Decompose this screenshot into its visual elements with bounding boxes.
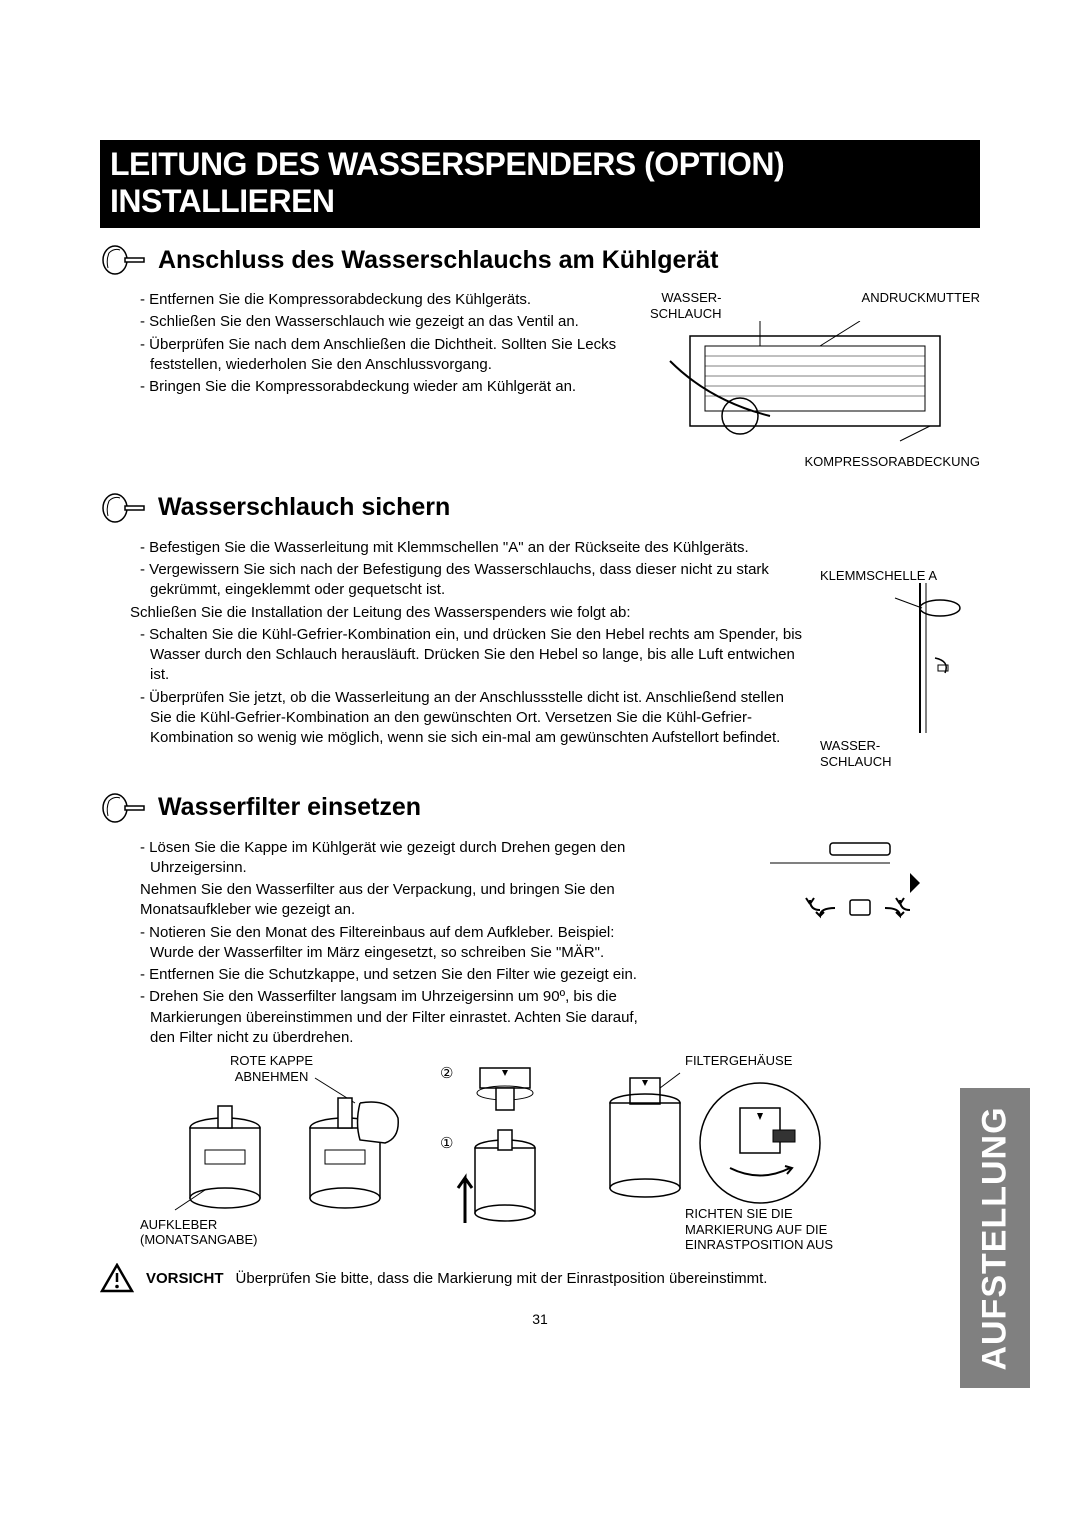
hand-pointing-icon xyxy=(100,240,150,280)
section-wasserfilter: Wasserfilter einsetzen - Lösen Sie die K… xyxy=(100,788,980,1294)
note: Schließen Sie die Installation der Leitu… xyxy=(130,603,805,623)
label-klemmschelle: KLEMMSCHELLE A xyxy=(820,568,980,584)
bullet: - Notieren Sie den Monat des Filtereinba… xyxy=(140,923,660,964)
label-wasserschlauch: WASSER- SCHLAUCH xyxy=(650,290,722,321)
bullet: - Vergewissern Sie sich nach der Befesti… xyxy=(140,560,805,601)
section-title: Wasserschlauch sichern xyxy=(158,493,450,522)
compressor-illustration xyxy=(650,321,980,451)
cap-removal-diagram xyxy=(770,838,970,958)
label-rote-kappe: ROTE KAPPE ABNEHMEN xyxy=(230,1053,313,1084)
bullet: - Befestigen Sie die Wasserleitung mit K… xyxy=(140,538,805,558)
leader-line xyxy=(170,1185,210,1215)
bullet: Nehmen Sie den Wasserfilter aus der Verp… xyxy=(140,880,660,921)
label-filtergehause: FILTERGEHÄUSE xyxy=(685,1053,792,1069)
section-title: Anschluss des Wasserschlauchs am Kühlger… xyxy=(158,246,718,275)
side-tab: AUFSTELLUNG xyxy=(960,1088,1030,1388)
label-aufkleber: AUFKLEBER (MONATSANGABE) xyxy=(140,1217,258,1248)
vorsicht-label: VORSICHT xyxy=(146,1270,224,1287)
label-kompressor: KOMPRESSORABDECKUNG xyxy=(650,454,980,470)
bullet: - Überprüfen Sie nach dem Anschließen di… xyxy=(140,335,630,376)
label-wasserschlauch: WASSER- SCHLAUCH xyxy=(820,738,980,769)
section-anschluss: Anschluss des Wasserschlauchs am Kühlger… xyxy=(100,240,980,470)
page-title-bar: LEITUNG DES WASSERSPENDERS (OPTION) INST… xyxy=(100,140,980,228)
label-andruckmutter: ANDRUCKMUTTER xyxy=(862,290,980,321)
marker-2: ② xyxy=(440,1065,453,1082)
cap-removal-illustration xyxy=(770,838,970,958)
section-title: Wasserfilter einsetzen xyxy=(158,793,421,822)
bullet: - Lösen Sie die Kappe im Kühlgerät wie g… xyxy=(140,838,660,879)
hand-pointing-icon xyxy=(100,788,150,828)
bullet: - Bringen Sie die Kompressorabdeckung wi… xyxy=(140,377,630,397)
bullet: - Entfernen Sie die Kompressorabdeckung … xyxy=(140,290,630,310)
filter-insert-illustration: ② ① xyxy=(430,1058,580,1248)
vorsicht-text: Überprüfen Sie bitte, dass die Markierun… xyxy=(236,1270,768,1287)
bullet: - Überprüfen Sie jetzt, ob die Wasserlei… xyxy=(140,688,805,749)
marker-1: ① xyxy=(440,1135,453,1152)
section2-text: - Befestigen Sie die Wasserleitung mit K… xyxy=(100,538,805,770)
section1-text: - Entfernen Sie die Kompressorabdeckung … xyxy=(100,290,630,470)
side-tab-text: AUFSTELLUNG xyxy=(976,1106,1015,1370)
section3-text: - Lösen Sie die Kappe im Kühlgerät wie g… xyxy=(100,838,660,1049)
bullet: - Schalten Sie die Kühl-Gefrier-Kombinat… xyxy=(140,625,805,686)
vorsicht-row: VORSICHT Überprüfen Sie bitte, dass die … xyxy=(100,1263,980,1293)
clamp-illustration xyxy=(820,583,970,733)
bullet: - Schließen Sie den Wasserschlauch wie g… xyxy=(140,312,630,332)
compressor-diagram: WASSER- SCHLAUCH ANDRUCKMUTTER xyxy=(650,290,980,470)
warning-icon xyxy=(100,1263,134,1293)
hand-pointing-icon xyxy=(100,488,150,528)
page-number: 31 xyxy=(100,1311,980,1327)
filter-diagrams-row: ROTE KAPPE ABNEHMEN xyxy=(100,1058,980,1253)
bullet: - Entfernen Sie die Schutzkappe, und set… xyxy=(140,965,660,985)
bullet: - Drehen Sie den Wasserfilter langsam im… xyxy=(140,987,660,1048)
label-richten: RICHTEN SIE DIE MARKIERUNG AUF DIE EINRA… xyxy=(685,1206,833,1253)
section-sichern: Wasserschlauch sichern - Befestigen Sie … xyxy=(100,488,980,770)
clamp-diagram: KLEMMSCHELLE A WASSER- SCHLAUCH xyxy=(820,538,980,770)
